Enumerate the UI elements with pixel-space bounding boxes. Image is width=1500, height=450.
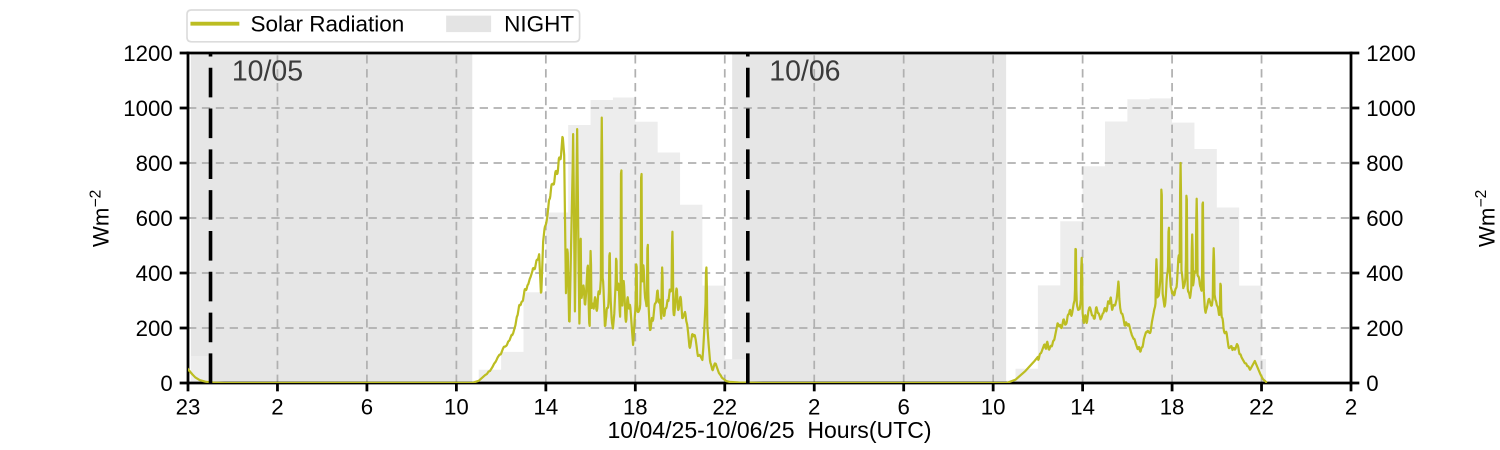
svg-text:NIGHT: NIGHT	[504, 12, 574, 37]
svg-text:23: 23	[176, 394, 201, 419]
svg-text:600: 600	[1366, 206, 1403, 231]
svg-text:1000: 1000	[123, 96, 172, 121]
svg-text:2: 2	[1345, 394, 1357, 419]
svg-text:10: 10	[981, 394, 1006, 419]
svg-text:6: 6	[898, 394, 910, 419]
svg-text:14: 14	[533, 394, 558, 419]
svg-text:200: 200	[1366, 316, 1403, 341]
svg-text:22: 22	[712, 394, 737, 419]
svg-text:200: 200	[136, 316, 173, 341]
svg-text:1200: 1200	[1366, 41, 1415, 66]
svg-text:800: 800	[1366, 151, 1403, 176]
svg-text:0: 0	[160, 371, 172, 396]
svg-text:18: 18	[623, 394, 648, 419]
svg-text:800: 800	[136, 151, 173, 176]
svg-text:22: 22	[1249, 394, 1274, 419]
svg-text:600: 600	[136, 206, 173, 231]
svg-text:18: 18	[1160, 394, 1185, 419]
svg-text:Solar Radiation: Solar Radiation	[250, 12, 404, 37]
svg-text:1200: 1200	[123, 41, 172, 66]
svg-text:W m − 2: W m − 2	[80, 190, 113, 247]
svg-text:14: 14	[1070, 394, 1095, 419]
svg-text:10/06: 10/06	[769, 55, 840, 87]
svg-text:400: 400	[1366, 261, 1403, 286]
svg-text:10/04/25-10/06/25 Hours(UTC): 10/04/25-10/06/25 Hours(UTC)	[607, 417, 931, 443]
svg-text:2: 2	[271, 394, 283, 419]
svg-text:6: 6	[361, 394, 373, 419]
svg-text:0: 0	[1366, 371, 1378, 396]
svg-text:2: 2	[808, 394, 820, 419]
svg-text:10: 10	[444, 394, 469, 419]
svg-text:1000: 1000	[1366, 96, 1415, 121]
svg-text:W m − 2: W m − 2	[1466, 190, 1499, 247]
svg-text:10/05: 10/05	[232, 55, 303, 87]
svg-text:400: 400	[136, 261, 173, 286]
